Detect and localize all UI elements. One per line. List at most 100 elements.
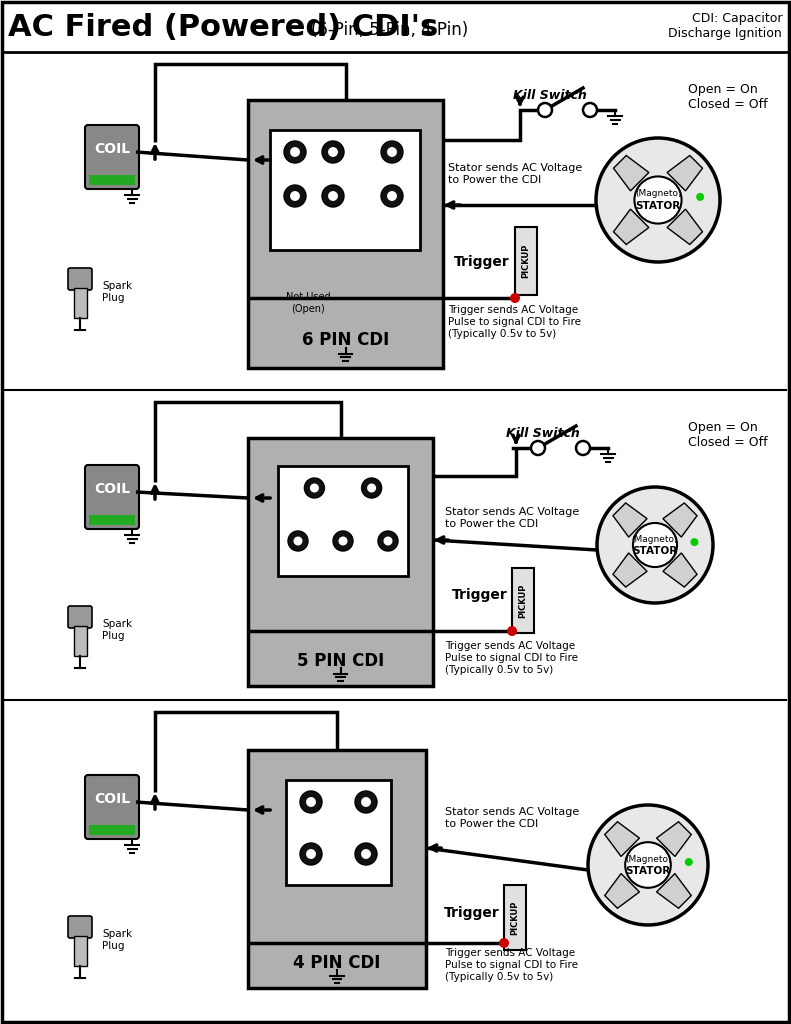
Text: Stator sends AC Voltage
to Power the CDI: Stator sends AC Voltage to Power the CDI — [448, 163, 582, 184]
Bar — [89, 515, 135, 525]
FancyBboxPatch shape — [68, 268, 92, 290]
Circle shape — [339, 537, 347, 546]
Circle shape — [387, 147, 397, 157]
Circle shape — [378, 531, 398, 551]
Circle shape — [384, 537, 392, 546]
Bar — [504, 885, 526, 950]
Circle shape — [305, 478, 324, 498]
Circle shape — [306, 849, 316, 859]
Text: Closed = Off: Closed = Off — [688, 435, 767, 449]
Circle shape — [284, 141, 306, 163]
Polygon shape — [605, 821, 639, 856]
Text: STATOR: STATOR — [626, 866, 671, 876]
Polygon shape — [613, 553, 647, 587]
Circle shape — [290, 191, 300, 201]
Polygon shape — [663, 503, 697, 537]
Text: CDI: Capacitor
Discharge Ignition: CDI: Capacitor Discharge Ignition — [668, 12, 782, 40]
Circle shape — [328, 191, 338, 201]
Bar — [248, 100, 443, 368]
Bar — [248, 750, 426, 988]
Circle shape — [300, 843, 322, 865]
Text: COIL: COIL — [94, 142, 130, 156]
Bar — [515, 227, 537, 295]
Circle shape — [284, 185, 306, 207]
Circle shape — [328, 147, 338, 157]
Bar — [2, 2, 789, 52]
Circle shape — [322, 185, 344, 207]
Circle shape — [306, 797, 316, 807]
Circle shape — [696, 193, 704, 201]
Bar — [270, 130, 420, 250]
Circle shape — [387, 191, 397, 201]
Bar — [286, 780, 391, 885]
Text: Spark
Plug: Spark Plug — [102, 929, 132, 951]
Polygon shape — [657, 821, 691, 856]
Circle shape — [355, 791, 377, 813]
Polygon shape — [605, 873, 639, 908]
Bar — [74, 626, 86, 656]
Circle shape — [510, 293, 520, 303]
Text: COIL: COIL — [94, 792, 130, 806]
Circle shape — [381, 185, 403, 207]
FancyBboxPatch shape — [85, 125, 139, 189]
Text: STATOR: STATOR — [632, 546, 678, 556]
Text: Not Used
(Open): Not Used (Open) — [286, 292, 331, 313]
Circle shape — [310, 483, 319, 493]
Circle shape — [355, 843, 377, 865]
Circle shape — [633, 523, 677, 567]
Text: 4 PIN CDI: 4 PIN CDI — [293, 954, 380, 972]
Polygon shape — [614, 209, 649, 245]
Circle shape — [583, 103, 597, 117]
Circle shape — [290, 147, 300, 157]
Circle shape — [625, 842, 671, 888]
Circle shape — [288, 531, 308, 551]
Text: PICKUP: PICKUP — [510, 900, 520, 935]
Bar — [74, 288, 86, 318]
Circle shape — [367, 483, 376, 493]
Text: PICKUP: PICKUP — [518, 584, 528, 617]
Circle shape — [576, 441, 590, 455]
Text: COIL: COIL — [94, 482, 130, 496]
FancyBboxPatch shape — [85, 775, 139, 839]
Circle shape — [499, 938, 509, 948]
Text: (Magneto): (Magneto) — [634, 189, 681, 199]
FancyBboxPatch shape — [85, 465, 139, 529]
Polygon shape — [667, 209, 702, 245]
Text: (Magneto): (Magneto) — [625, 854, 672, 863]
FancyBboxPatch shape — [68, 916, 92, 938]
Bar — [89, 175, 135, 185]
Polygon shape — [667, 156, 702, 190]
Bar — [89, 825, 135, 835]
Circle shape — [531, 441, 545, 455]
Text: AC Fired (Powered) CDI's: AC Fired (Powered) CDI's — [8, 13, 438, 43]
Bar — [512, 568, 534, 633]
Circle shape — [596, 138, 720, 262]
Circle shape — [333, 531, 353, 551]
Circle shape — [381, 141, 403, 163]
Circle shape — [507, 626, 517, 636]
Circle shape — [300, 791, 322, 813]
Text: Trigger sends AC Voltage
Pulse to signal CDI to Fire
(Typically 0.5v to 5v): Trigger sends AC Voltage Pulse to signal… — [445, 948, 578, 982]
Text: 6 PIN CDI: 6 PIN CDI — [302, 331, 389, 349]
Text: Open = On: Open = On — [688, 422, 758, 434]
Circle shape — [322, 141, 344, 163]
Text: Trigger sends AC Voltage
Pulse to signal CDI to Fire
(Typically 0.5v to 5v): Trigger sends AC Voltage Pulse to signal… — [448, 305, 581, 339]
Circle shape — [588, 805, 708, 925]
Text: Trigger: Trigger — [454, 255, 510, 269]
Text: Stator sends AC Voltage
to Power the CDI: Stator sends AC Voltage to Power the CDI — [445, 507, 579, 528]
Bar — [278, 466, 408, 575]
Polygon shape — [614, 156, 649, 190]
Bar — [248, 438, 433, 686]
FancyBboxPatch shape — [68, 606, 92, 628]
Text: Trigger sends AC Voltage
Pulse to signal CDI to Fire
(Typically 0.5v to 5v): Trigger sends AC Voltage Pulse to signal… — [445, 641, 578, 675]
Circle shape — [634, 176, 682, 223]
Text: 5 PIN CDI: 5 PIN CDI — [297, 652, 384, 670]
Text: Trigger: Trigger — [452, 588, 508, 602]
Circle shape — [361, 849, 371, 859]
Polygon shape — [657, 873, 691, 908]
Circle shape — [293, 537, 302, 546]
Text: (6-Pin, 5-Pin, 4 Pin): (6-Pin, 5-Pin, 4 Pin) — [312, 22, 468, 39]
Text: (Magneto): (Magneto) — [632, 535, 678, 544]
Circle shape — [691, 538, 698, 546]
Circle shape — [361, 797, 371, 807]
